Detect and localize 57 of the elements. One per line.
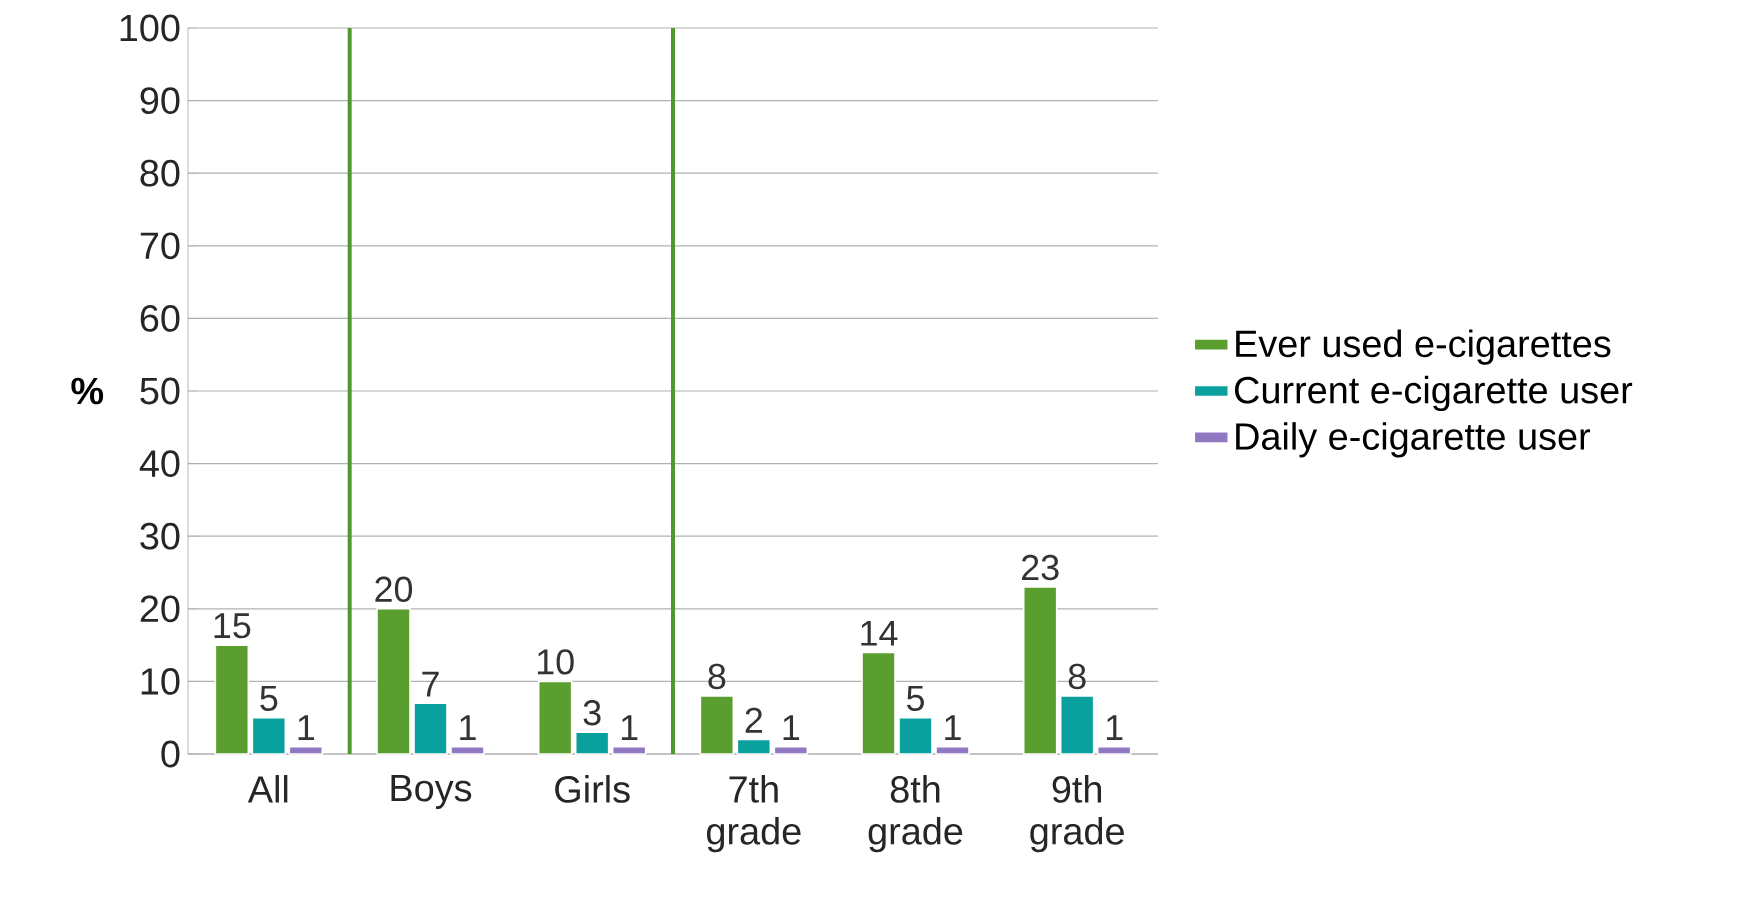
y-tick-label: 30: [140, 522, 180, 550]
x-tick-label: 7th grade: [707, 775, 801, 853]
y-tick-label: 10: [141, 667, 180, 695]
bar: [898, 716, 933, 755]
bar: [574, 731, 610, 755]
bar: [251, 716, 287, 755]
bar: [413, 702, 448, 755]
y-tick-label: 70: [140, 232, 180, 260]
data-label: 14: [861, 620, 898, 646]
y-tick-label: 50: [140, 377, 180, 405]
bar: [376, 608, 411, 755]
bar: [935, 745, 970, 755]
bar: [861, 651, 896, 755]
bar: [1022, 586, 1058, 755]
data-label: 8: [708, 663, 726, 690]
data-label: 1: [621, 715, 638, 740]
data-label: 5: [906, 685, 924, 711]
bar: [736, 738, 772, 755]
x-tick-label: Girls: [555, 775, 630, 803]
data-label: 8: [1068, 663, 1086, 690]
data-label: 20: [375, 576, 413, 603]
bar: [450, 745, 485, 755]
data-label: 5: [260, 685, 278, 711]
y-tick-label: 100: [120, 14, 180, 42]
bar: [288, 745, 324, 755]
y-tick-label: 40: [139, 450, 180, 478]
data-label: 7: [422, 671, 439, 697]
data-label: 3: [583, 700, 601, 726]
bar: [1096, 745, 1132, 755]
bar: [699, 695, 735, 755]
bar: [214, 644, 250, 755]
y-tick-label: 0: [161, 740, 180, 768]
data-label: 1: [945, 715, 961, 740]
data-label: 1: [1106, 715, 1123, 740]
y-tick-label: 20: [140, 595, 180, 623]
x-tick-label: All: [247, 775, 288, 803]
bar: [1059, 695, 1095, 755]
legend-label: Daily e-cigarette user: [1236, 422, 1591, 458]
y-tick-label: 90: [140, 87, 180, 114]
data-label: 23: [1022, 554, 1059, 581]
bar: [611, 745, 647, 755]
data-label: 1: [298, 715, 315, 740]
y-tick-label: 60: [140, 304, 180, 332]
data-label: 15: [214, 613, 251, 639]
x-tick-label: 9th grade: [1030, 775, 1124, 853]
data-label: 2: [745, 707, 763, 733]
y-tick-label: 80: [140, 159, 180, 187]
data-label: 10: [537, 649, 574, 675]
legend-label: Ever used e-cigarettes: [1236, 329, 1611, 365]
y-axis-title: %: [71, 377, 104, 405]
legend-label: Current e-cigarette user: [1234, 375, 1633, 412]
data-label: 1: [783, 715, 800, 740]
bar: [537, 680, 573, 755]
x-tick-label: Boys: [391, 775, 472, 809]
bar: [773, 745, 809, 755]
data-label: 1: [460, 715, 476, 740]
x-tick-label: 8th grade: [868, 775, 963, 853]
